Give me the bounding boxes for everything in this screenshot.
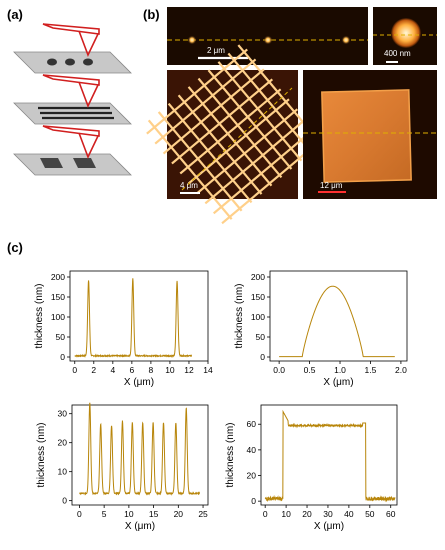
cantilever-icon [42,125,100,137]
y-tick-label: 40 [247,445,257,455]
schematic-lines [13,74,132,125]
y-axis-label: thickness (nm) [234,283,245,348]
scale-label: 12 μm [320,181,343,190]
x-tick-label: 20 [302,509,312,519]
x-tick-label: 0 [72,365,77,375]
thickness-trace [279,285,395,358]
y-tick-label: 20 [58,438,68,448]
afm-image-dots: 2 μm [167,7,368,65]
x-tick-label: 6 [129,365,134,375]
x-tick-label: 20 [174,509,184,519]
scale-label: 4 μm [180,181,198,190]
profile-chart-grid-lines: 0 5 10 15 20 25 0 10 20 30 X (μm) thickness (nm) [36,402,209,532]
panel-label-b: (b) [143,7,160,22]
scale-label: 400 nm [384,49,411,58]
tip-icon [78,30,99,58]
x-axis-label: X (μm) [314,521,344,532]
y-tick-label: 150 [51,292,65,302]
cantilever-icon [42,23,100,35]
x-tick-label: 10 [124,509,134,519]
afm-image-square: 12 μm [303,70,437,199]
profile-chart-single-dot: 0.0 0.5 1.0 1.5 2.0 0 50 100 150 200 X (μm) thickne… [234,270,408,388]
dot-pattern-icon [47,58,57,66]
plot-frame [69,270,209,362]
y-tick-label: 0 [60,352,65,362]
x-tick-label: 10 [281,509,291,519]
y-axis-label: thickness (nm) [36,422,47,487]
y-tick-label: 100 [51,312,65,322]
x-tick-label: 30 [323,509,333,519]
afm-dot [341,35,351,45]
afm-dot [391,18,421,48]
y-tick-label: 60 [247,419,257,429]
plot-frame [269,270,408,362]
y-tick-label: 200 [51,272,65,282]
afm-dot [263,35,273,45]
schematic-squares [13,125,132,176]
x-tick-label: 25 [198,509,208,519]
thickness-trace [264,409,396,503]
x-tick-label: 15 [149,509,159,519]
x-tick-label: 50 [365,509,375,519]
x-tick-label: 0 [77,509,82,519]
y-tick-label: 0 [260,352,265,362]
cantilever-icon [42,74,100,86]
panel-label-c: (c) [7,240,23,255]
y-tick-label: 100 [251,312,265,322]
x-tick-label: 10 [165,365,175,375]
y-tick-label: 200 [251,272,265,282]
x-tick-label: 4 [110,365,115,375]
x-tick-label: 2 [91,365,96,375]
x-tick-label: 40 [344,509,354,519]
y-tick-label: 0 [62,496,67,506]
x-tick-label: 12 [184,365,194,375]
x-tick-label: 8 [149,365,154,375]
x-tick-label: 0.5 [304,365,316,375]
tip-icon [78,81,99,109]
y-tick-label: 50 [56,332,66,342]
x-tick-label: 5 [102,509,107,519]
y-tick-label: 30 [58,409,68,419]
x-tick-label: 1.0 [334,365,346,375]
square-pattern-icon [40,158,63,168]
profile-chart-dots: 0 2 4 6 8 10 12 14 0 50 100 150 200 X (μm) thickness (… [34,270,213,388]
y-tick-label: 150 [251,292,265,302]
dot-pattern-icon [83,58,93,66]
printed-square [321,89,412,183]
tip-icon [78,132,99,160]
plot-frame [71,404,209,506]
x-axis-label: X (μm) [323,377,353,388]
profile-chart-square: 0 10 20 30 40 50 60 0 20 40 60 X (μm) thickness (nm) [225,404,398,532]
x-tick-label: 0 [263,509,268,519]
x-axis-label: X (μm) [125,521,155,532]
y-tick-label: 10 [58,467,68,477]
x-tick-label: 2.0 [395,365,407,375]
panel-label-a: (a) [7,7,23,22]
plot-frame [260,404,398,506]
grid-line [141,42,296,172]
y-axis-label: thickness (nm) [34,283,45,348]
x-tick-label: 60 [386,509,396,519]
substrate [13,153,132,176]
scale-label: 2 μm [207,46,225,55]
y-tick-label: 50 [256,332,266,342]
y-axis-label: thickness (nm) [225,422,236,487]
grid-line [177,98,325,226]
afm-dot [187,35,197,45]
y-tick-label: 0 [251,496,256,506]
y-tick-label: 20 [247,471,257,481]
x-tick-label: 14 [203,365,213,375]
dot-pattern-icon [65,58,75,66]
x-tick-label: 0.0 [273,365,285,375]
grid-line [205,42,325,184]
x-tick-label: 1.5 [365,365,377,375]
thickness-trace [79,402,201,496]
thickness-trace [74,278,193,359]
schematic-dots [13,23,132,74]
square-pattern-icon [73,158,96,168]
afm-image-dot-zoom: 400 nm [373,7,437,65]
x-axis-label: X (μm) [124,377,154,388]
